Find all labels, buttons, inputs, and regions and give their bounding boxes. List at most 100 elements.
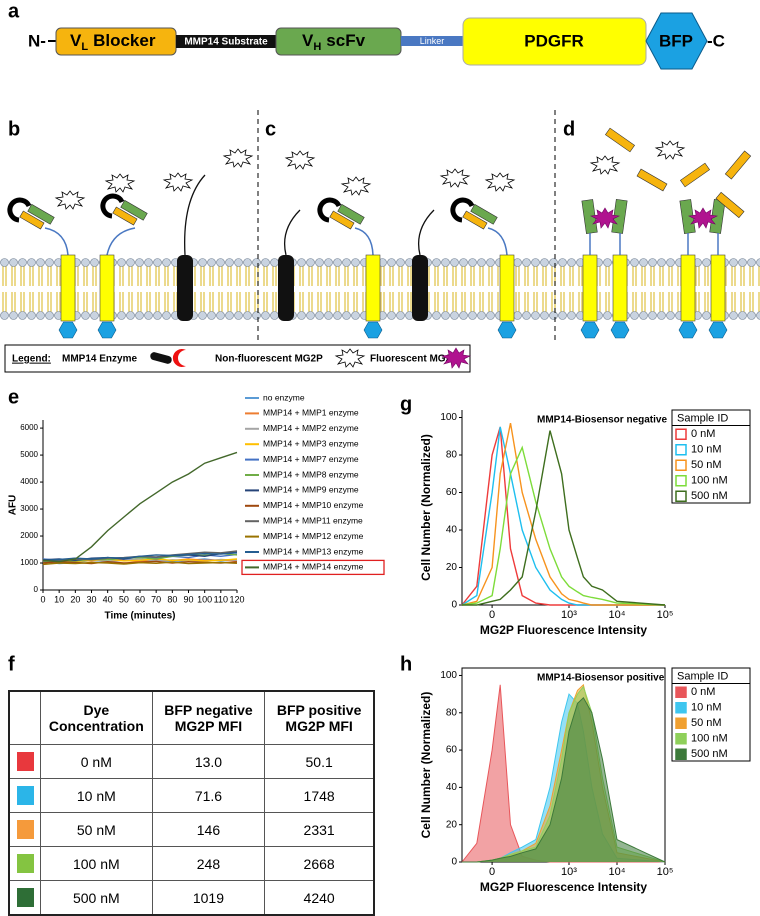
legend-marker bbox=[675, 702, 687, 714]
linkers bbox=[44, 227, 508, 256]
legend-marker bbox=[675, 444, 687, 456]
y-tick-label: 0 bbox=[451, 600, 457, 611]
c-terminus: -C bbox=[707, 31, 725, 50]
legend-enzyme: MMP14 Enzyme bbox=[62, 354, 137, 365]
vh-text: scFv bbox=[326, 31, 365, 50]
legend-marker bbox=[675, 428, 687, 440]
receptor bbox=[580, 254, 600, 339]
x-tick-label: 0 bbox=[489, 609, 495, 621]
header-row: Dye Concentration BFP negative MG2P MFI BF… bbox=[8, 690, 375, 745]
table-cell: 13.0 bbox=[151, 744, 266, 779]
table-row: 100 nM 248 2668 bbox=[8, 846, 375, 881]
x-tick-label: 60 bbox=[135, 594, 145, 604]
x-tick-label: 120 bbox=[229, 594, 244, 604]
legend-label: 0 nM bbox=[691, 686, 715, 698]
legend-enzyme-icon bbox=[150, 352, 172, 364]
x-tick-label: 10⁵ bbox=[657, 866, 674, 878]
area-fill bbox=[462, 697, 665, 862]
series-line bbox=[42, 561, 238, 566]
x-tick-label: 90 bbox=[183, 594, 193, 604]
enzyme-head bbox=[306, 186, 328, 230]
y-tick-label: 1000 bbox=[20, 558, 38, 567]
table-cell: 0 nM bbox=[40, 744, 153, 779]
legend-label: MMP14 + MMP8 enzyme bbox=[263, 469, 359, 479]
y-tick-label: 3000 bbox=[20, 504, 38, 513]
legend-label: 50 nM bbox=[691, 459, 722, 471]
vh-scfv-label: VH scFv bbox=[302, 31, 366, 52]
legend-marker bbox=[675, 686, 687, 698]
free-blocker bbox=[636, 168, 668, 192]
y-axis-label: Cell Number (Normalized) bbox=[419, 692, 433, 839]
star bbox=[655, 140, 685, 160]
y-tick-label: 60 bbox=[446, 745, 458, 756]
legend-label: 500 nM bbox=[691, 748, 728, 760]
color-swatch bbox=[16, 786, 34, 805]
star bbox=[341, 176, 371, 196]
receptor bbox=[610, 254, 630, 339]
swatch-cell bbox=[8, 846, 41, 881]
legend-enzyme-icon bbox=[172, 349, 186, 367]
panel-label: e bbox=[8, 386, 19, 408]
table-cell: 2668 bbox=[264, 846, 375, 881]
blocked-scfv bbox=[103, 196, 147, 225]
star bbox=[163, 172, 193, 192]
linker-label: Linker bbox=[420, 36, 445, 46]
legend-marker bbox=[675, 748, 687, 760]
series-line bbox=[42, 451, 238, 563]
legend-label: 0 nM bbox=[691, 428, 715, 440]
swatch-header bbox=[8, 690, 41, 745]
table-row: 500 nM 1019 4240 bbox=[8, 880, 375, 916]
table-cell: 4240 bbox=[264, 880, 375, 916]
enzyme-stalks bbox=[184, 174, 435, 256]
chart-title: MMP14-Biosensor negative bbox=[537, 415, 667, 426]
bfp-label: BFP bbox=[659, 31, 693, 50]
legend-nonfluor: Non-fluorescent MG2P bbox=[215, 354, 323, 365]
x-tick-label: 110 bbox=[214, 594, 228, 604]
chart: 0 20 40 60 80 100 0 10³ 10⁴ 10⁵ MG2P Fluorescence … bbox=[419, 667, 751, 894]
substrate-label: MMP14 Substrate bbox=[184, 37, 268, 48]
free-blocker bbox=[724, 150, 752, 180]
x-tick-label: 10⁴ bbox=[609, 609, 626, 621]
color-swatch bbox=[16, 854, 34, 873]
panel-label: d bbox=[563, 118, 575, 140]
legend-label: 100 nM bbox=[691, 475, 728, 487]
color-swatch bbox=[16, 888, 34, 907]
color-swatch bbox=[16, 752, 34, 771]
swatch-cell bbox=[8, 812, 41, 847]
legend-label: MMP14 + MMP13 enzyme bbox=[263, 546, 364, 556]
panel-label: f bbox=[8, 653, 15, 675]
table-cell: 50 nM bbox=[40, 812, 153, 847]
legend-title: Legend: bbox=[12, 354, 51, 365]
bfp-hexagon bbox=[645, 12, 708, 70]
blocked-scfv bbox=[10, 200, 54, 229]
area-fill bbox=[462, 684, 665, 862]
table-cell: 71.6 bbox=[151, 778, 266, 813]
enzyme-head bbox=[210, 143, 232, 187]
x-tick-label: 70 bbox=[151, 594, 161, 604]
pdgfr-label: PDGFR bbox=[524, 31, 584, 50]
series-line bbox=[461, 445, 666, 606]
legend-label: MMP14 + MMP7 enzyme bbox=[263, 454, 359, 464]
swatch-cell bbox=[8, 778, 41, 813]
linkers bbox=[589, 233, 719, 255]
legend-title: Sample ID bbox=[677, 413, 728, 425]
vl-text: Blocker bbox=[93, 31, 156, 50]
legend-label: MMP14 + MMP1 enzyme bbox=[263, 408, 359, 418]
legend-label: 10 nM bbox=[691, 702, 722, 714]
legend-label: MMP14 + MMP14 enzyme bbox=[263, 562, 364, 572]
table-cell: 50.1 bbox=[264, 744, 375, 779]
receptor bbox=[97, 254, 117, 339]
enzyme-anchor bbox=[412, 255, 428, 321]
vl-sub: L bbox=[81, 41, 88, 53]
legend-label: MMP14 + MMP3 enzyme bbox=[263, 438, 359, 448]
y-tick-label: 20 bbox=[446, 562, 458, 573]
receptor bbox=[708, 254, 728, 339]
series-line bbox=[462, 430, 666, 606]
y-tick-label: 80 bbox=[446, 450, 458, 461]
blocked-scfv bbox=[320, 200, 364, 229]
panel-label: a bbox=[8, 0, 20, 22]
n-terminus: N- bbox=[28, 31, 46, 50]
free-blocker bbox=[605, 127, 635, 153]
x-tick-label: 10⁵ bbox=[657, 609, 674, 621]
